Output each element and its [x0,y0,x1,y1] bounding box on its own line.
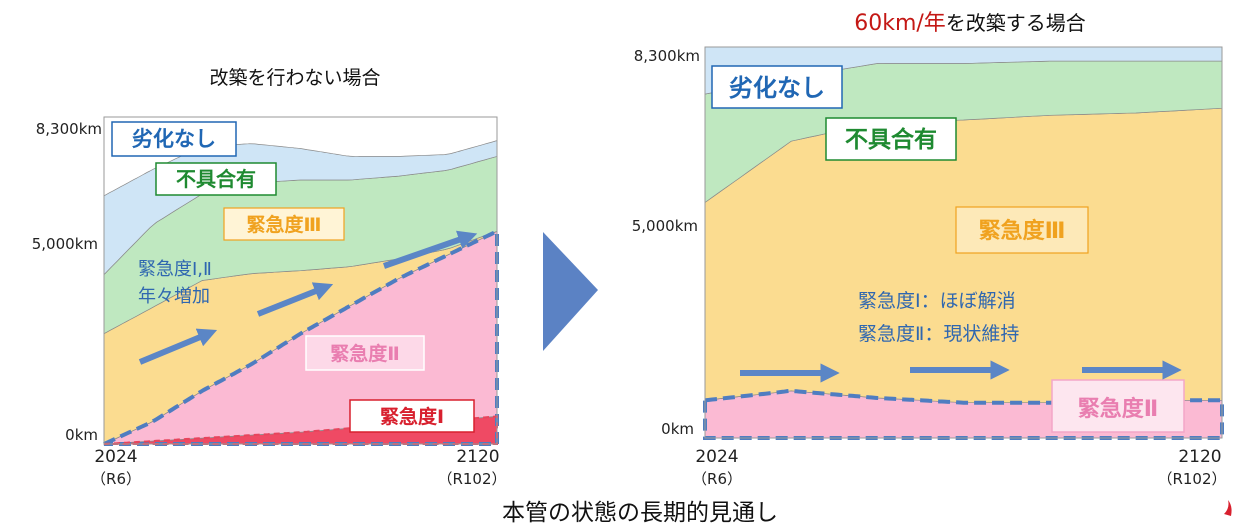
right-ytick-5000: 5,000km [632,217,698,235]
right-xtick-end-era: （R102） [1157,470,1226,488]
left-xtick-end-era: （R102） [437,470,506,488]
left-xtick-end-year: 2120 [456,447,499,467]
left-plot-frame [103,116,498,445]
left-ytick-0: 0km [65,426,98,444]
right-chart-title: 60km/年を改築する場合 [854,11,1086,36]
right-ytick-8300: 8,300km [634,47,700,65]
left-label-fault: 不具合有 [176,167,256,191]
right-chart-title-highlight: 60km/年 [854,11,946,36]
left-label-level2-box [305,335,425,371]
corner-logo-mark [1224,500,1232,516]
right-annotation-2: 緊急度Ⅱ：現状維持 [858,323,1019,345]
left-label-fault-box [155,162,277,196]
left-xtick-start-era: （R6） [91,470,141,488]
right-ytick-0: 0km [661,420,694,438]
left-ytick-5000: 5,000km [32,235,98,253]
right-annotation-1: 緊急度Ⅰ：ほぼ解消 [858,290,1016,312]
right-label-level2-box [1051,379,1185,433]
left-trend-arrows [138,230,478,365]
right-xtick-end-year: 2120 [1178,447,1221,467]
left-label-level2: 緊急度Ⅱ [330,342,400,365]
left-label-level3-box [223,207,345,241]
right-plot-frame [704,46,1223,439]
right-label-none: 劣化なし [729,74,825,102]
left-label-none-box [111,121,237,157]
left-xtick-start-year: 2024 [94,447,137,467]
left-chart: 改築を行わない場合 8,300km 5,000km 0km 2024 （R6） … [32,67,507,488]
right-xtick-start-year: 2024 [695,447,738,467]
right-chart-title-rest: を改築する場合 [946,11,1086,35]
right-chart: 60km/年を改築する場合 8,300km 5,000km 0km 2024 （… [632,11,1227,488]
right-label-level2: 緊急度Ⅱ [1078,396,1159,422]
right-label-none-box [711,65,843,109]
right-label-fault: 不具合有 [845,126,937,153]
right-label-fault-box [825,117,957,161]
left-trend-arrow [138,328,218,365]
level1-2-outline [103,228,499,446]
left-annotation-2: 年々増加 [138,286,210,307]
level1-outline [103,415,498,445]
left-annotation-1: 緊急度Ⅰ,Ⅱ [138,259,212,280]
transition-arrow [543,232,598,351]
left-chart-title: 改築を行わない場合 [209,67,380,89]
right-trend-arrows [740,360,1182,383]
right-label-level3: 緊急度Ⅲ [979,218,1066,244]
right-xtick-start-era: （R6） [692,470,742,488]
left-label-level1: 緊急度Ⅰ [380,405,444,428]
left-label-none: 劣化なし [132,127,216,151]
area-level3 [704,107,1223,404]
left-label-level1-box [349,399,475,433]
left-trend-arrow [383,230,478,269]
left-label-level3: 緊急度Ⅲ [247,213,322,236]
right-label-level3-box [955,206,1089,254]
figure-caption: 本管の状態の長期的見通し [502,500,778,526]
left-trend-arrow [256,282,334,317]
left-ytick-8300: 8,300km [36,120,102,138]
